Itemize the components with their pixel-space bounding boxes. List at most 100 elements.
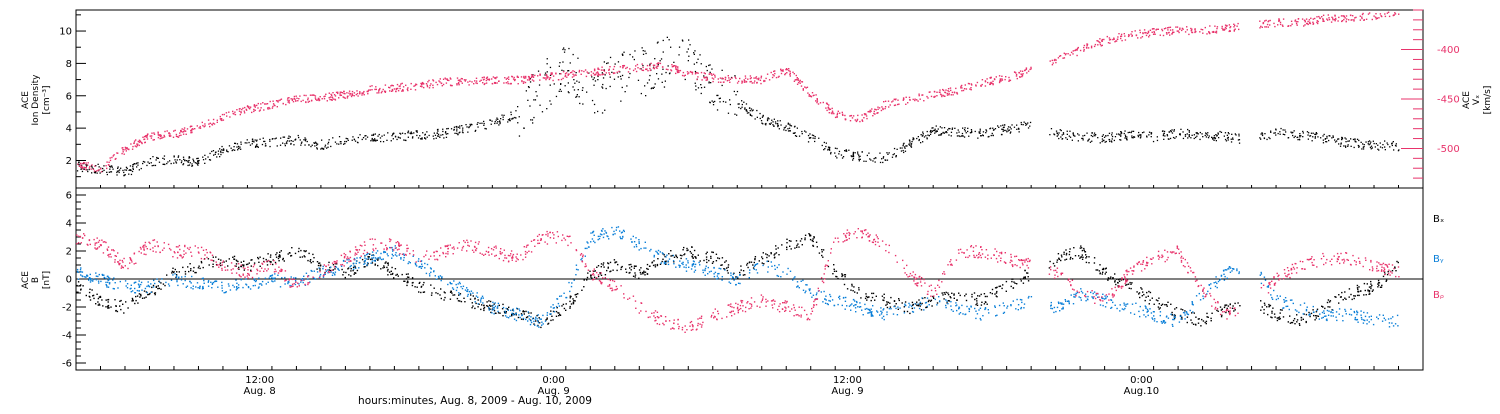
vx-point xyxy=(837,113,838,114)
field-point xyxy=(1115,305,1116,306)
field-point xyxy=(1343,299,1344,300)
vx-point xyxy=(1360,19,1361,20)
field-point xyxy=(688,267,689,268)
field-point xyxy=(889,303,890,304)
vx-point xyxy=(1335,19,1336,20)
vx-point xyxy=(370,89,371,90)
density-point xyxy=(852,156,853,157)
field-point xyxy=(310,259,311,260)
vx-point xyxy=(523,77,524,78)
density-point xyxy=(777,123,778,124)
field-point xyxy=(754,262,755,263)
density-point xyxy=(922,132,923,133)
vx-point xyxy=(753,82,754,83)
field-point xyxy=(457,287,458,288)
field-point xyxy=(1076,293,1077,294)
vx-point xyxy=(248,106,249,107)
density-point xyxy=(1262,133,1263,134)
field-point xyxy=(1323,310,1324,311)
density-point xyxy=(841,154,842,155)
field-point xyxy=(763,263,764,264)
field-point xyxy=(753,267,754,268)
density-point xyxy=(1102,141,1103,142)
vx-point xyxy=(609,74,610,75)
field-point xyxy=(1233,310,1234,311)
density-point xyxy=(751,115,752,116)
field-point xyxy=(707,252,708,253)
field-point xyxy=(1356,314,1357,315)
field-point xyxy=(1104,298,1105,299)
density-point xyxy=(1391,143,1392,144)
vx-point xyxy=(1216,32,1217,33)
density-point xyxy=(835,156,836,157)
vx-point xyxy=(204,123,205,124)
vx-point xyxy=(1235,29,1236,30)
vx-point xyxy=(1166,33,1167,34)
vx-point xyxy=(961,85,962,86)
field-point xyxy=(638,278,639,279)
density-point xyxy=(922,141,923,142)
field-point xyxy=(1139,292,1140,293)
vx-point xyxy=(1338,17,1339,18)
field-point xyxy=(234,286,235,287)
vx-point xyxy=(521,80,522,81)
field-point xyxy=(1239,305,1240,306)
field-point xyxy=(119,301,120,302)
vx-point xyxy=(831,112,832,113)
vx-point xyxy=(376,89,377,90)
field-point xyxy=(477,292,478,293)
field-point xyxy=(890,308,891,309)
density-point xyxy=(809,137,810,138)
vx-point xyxy=(421,83,422,84)
density-point xyxy=(1129,132,1130,133)
vx-point xyxy=(1028,71,1029,72)
density-point xyxy=(384,135,385,136)
field-point xyxy=(1200,325,1201,326)
density-point xyxy=(574,89,575,90)
density-point xyxy=(1109,133,1110,134)
density-point xyxy=(931,127,932,128)
field-point xyxy=(819,252,820,253)
field-point xyxy=(494,310,495,311)
density-point xyxy=(205,158,206,159)
density-point xyxy=(1312,140,1313,141)
legend-label: Bₓ xyxy=(1433,214,1444,225)
density-point xyxy=(405,140,406,141)
field-point xyxy=(117,287,118,288)
field-point xyxy=(473,295,474,296)
field-point xyxy=(1145,300,1146,301)
field-point xyxy=(172,271,173,272)
density-point xyxy=(132,164,133,165)
field-point xyxy=(852,290,853,291)
vx-point xyxy=(1017,78,1018,79)
vx-point xyxy=(423,87,424,88)
field-point xyxy=(1082,259,1083,260)
field-point xyxy=(100,297,101,298)
field-point xyxy=(1145,316,1146,317)
field-point xyxy=(1201,319,1202,320)
density-point xyxy=(578,89,579,90)
vx-point xyxy=(432,85,433,86)
field-point xyxy=(1340,296,1341,297)
density-point xyxy=(256,144,257,145)
field-point xyxy=(966,306,967,307)
field-point xyxy=(281,250,282,251)
field-point xyxy=(1058,303,1059,304)
field-point xyxy=(1221,316,1222,317)
density-point xyxy=(1280,134,1281,135)
field-point xyxy=(1167,306,1168,307)
field-point xyxy=(201,262,202,263)
density-point xyxy=(1067,131,1068,132)
density-point xyxy=(1279,131,1280,132)
field-point xyxy=(1082,257,1083,258)
vx-point xyxy=(970,87,971,88)
density-point xyxy=(1358,145,1359,146)
density-point xyxy=(303,139,304,140)
field-point xyxy=(614,259,615,260)
vx-point xyxy=(1216,31,1217,32)
vx-point xyxy=(807,92,808,93)
vx-point xyxy=(586,76,587,77)
density-point xyxy=(413,132,414,133)
vx-point xyxy=(267,103,268,104)
vx-point xyxy=(1337,20,1338,21)
